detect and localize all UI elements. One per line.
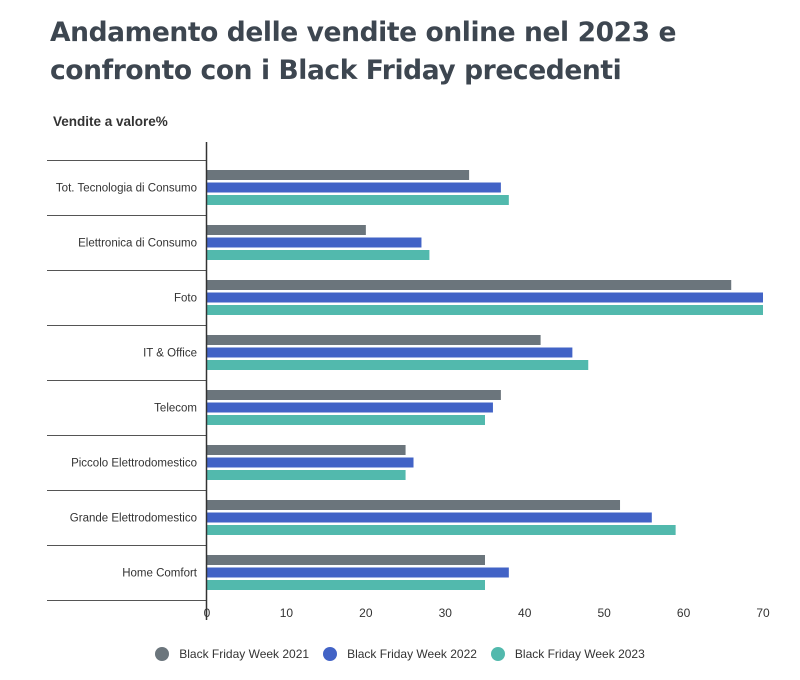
bar xyxy=(207,250,430,260)
category-label: Home Comfort xyxy=(122,568,198,580)
bar xyxy=(207,445,406,455)
category-label: Elettronica di Consumo xyxy=(78,238,197,250)
legend-swatch xyxy=(155,647,170,661)
bar xyxy=(207,170,470,180)
x-tick-label: 0 xyxy=(204,606,211,620)
bar xyxy=(207,280,732,290)
bar xyxy=(207,500,621,510)
x-tick-label: 10 xyxy=(280,606,294,620)
x-tick-label: 30 xyxy=(439,606,453,620)
bar-chart: Tot. Tecnologia di Consumo Elettronica di… xyxy=(47,142,770,620)
bar xyxy=(207,237,422,248)
legend-item: Black Friday Week 2023 xyxy=(490,647,645,661)
category-label: IT & Office xyxy=(143,348,197,360)
category-label: Telecom xyxy=(154,403,197,415)
bar xyxy=(207,555,485,565)
chart-legend: Black Friday Week 2021 Black Friday Week … xyxy=(0,644,800,664)
bar xyxy=(207,347,573,358)
bar xyxy=(207,567,509,578)
x-tick-label: 60 xyxy=(677,606,691,620)
category-label: Tot. Tecnologia di Consumo xyxy=(56,183,197,195)
legend-label: Black Friday Week 2021 xyxy=(179,647,310,661)
bar xyxy=(207,195,509,205)
legend-swatch xyxy=(490,647,505,661)
bar xyxy=(207,335,541,345)
x-tick-label: 20 xyxy=(359,606,373,620)
bar xyxy=(207,292,763,303)
category-label: Grande Elettrodomestico xyxy=(70,513,197,525)
legend-label: Black Friday Week 2023 xyxy=(514,647,645,661)
legend-swatch xyxy=(323,647,338,661)
x-tick-label: 50 xyxy=(597,606,611,620)
bar xyxy=(207,415,485,425)
bar xyxy=(207,512,652,523)
legend-item: Black Friday Week 2022 xyxy=(323,647,477,661)
x-tick-label: 70 xyxy=(756,606,770,620)
bar xyxy=(207,402,493,413)
bar xyxy=(207,470,406,480)
category-label: Foto xyxy=(174,293,197,305)
legend-label: Black Friday Week 2022 xyxy=(347,647,477,661)
bar xyxy=(207,305,763,315)
bar xyxy=(207,580,485,590)
bar xyxy=(207,525,676,535)
bar xyxy=(207,182,501,193)
bar xyxy=(207,457,414,468)
bar xyxy=(207,390,501,400)
bar xyxy=(207,360,589,370)
chart-subtitle: Vendite a valore% xyxy=(53,114,168,129)
bar xyxy=(207,225,366,235)
legend-item: Black Friday Week 2021 xyxy=(155,647,309,661)
x-tick-label: 40 xyxy=(518,606,532,620)
category-label: Piccolo Elettrodomestico xyxy=(71,458,197,470)
chart-title: Andamento delle vendite online nel 2023 … xyxy=(50,17,677,86)
